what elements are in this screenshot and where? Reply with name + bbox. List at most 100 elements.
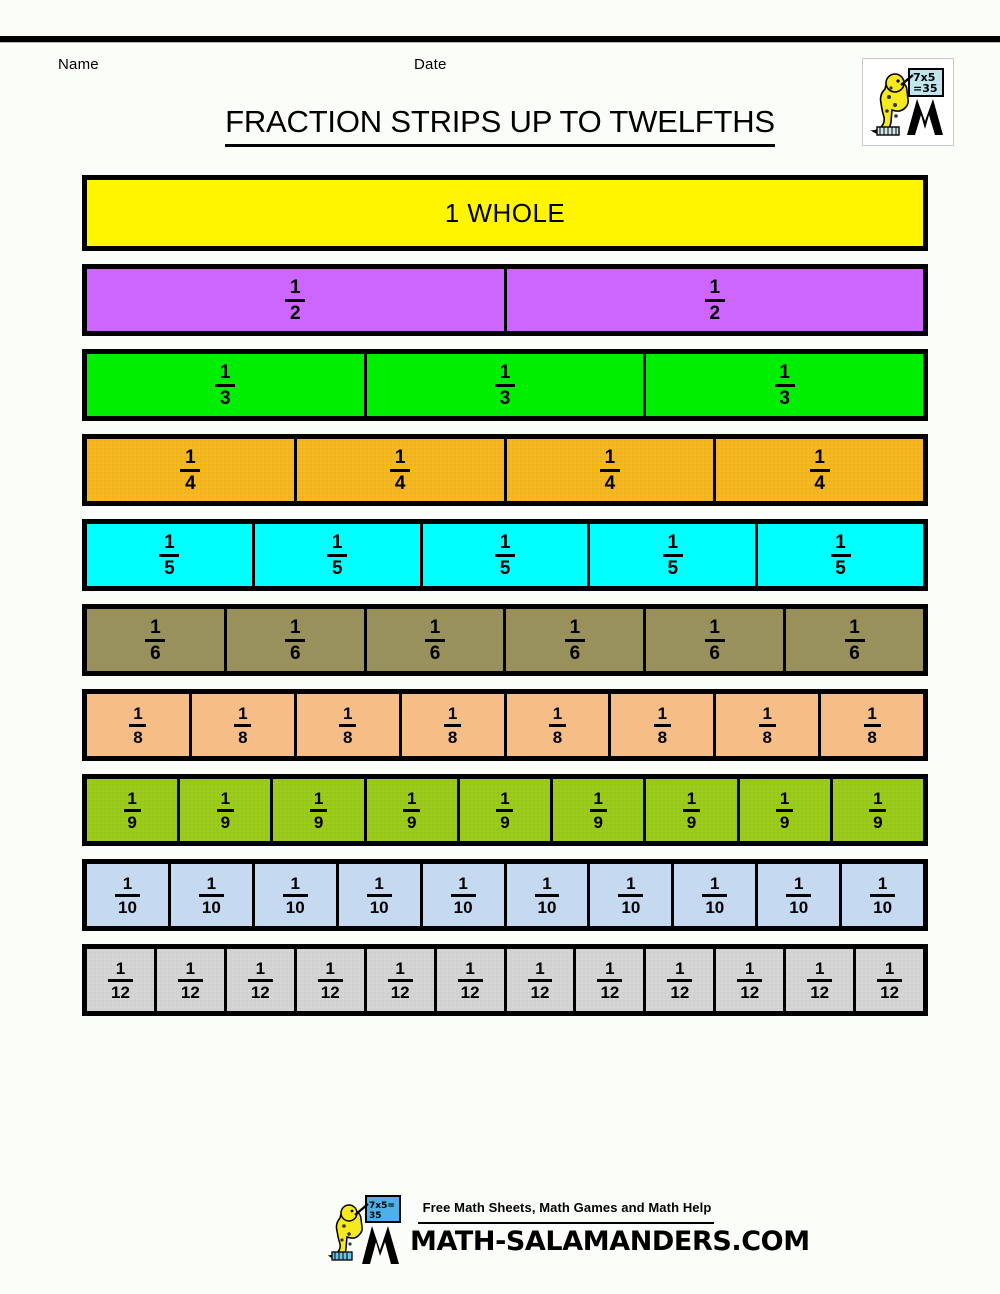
fraction-bar xyxy=(597,978,623,982)
fraction-twelfth: 1 12 xyxy=(737,960,763,1001)
strip-whole: 1 WHOLE xyxy=(82,175,928,251)
fraction-bar xyxy=(496,808,514,812)
denominator: 2 xyxy=(289,302,301,324)
denominator: 12 xyxy=(320,982,340,1002)
numerator: 1 xyxy=(675,958,685,978)
numerator: 1 xyxy=(604,446,616,468)
numerator: 1 xyxy=(884,958,895,978)
denominator: 12 xyxy=(460,982,480,1002)
footer-branding: 7x5= 35 Free Math Sheets, Math Games and… xyxy=(322,1192,810,1270)
denominator: 8 xyxy=(762,727,772,747)
fraction-bar xyxy=(425,638,446,642)
fraction-bar xyxy=(215,383,236,387)
fraction-bar xyxy=(618,893,644,897)
corner-logo: 7x5 =35 xyxy=(862,58,954,146)
fraction-tenth: 1 10 xyxy=(366,875,392,916)
numerator: 1 xyxy=(535,958,545,978)
numerator: 1 xyxy=(407,788,417,808)
fraction-bar xyxy=(704,638,725,642)
denominator: 10 xyxy=(873,897,893,917)
denominator: 5 xyxy=(164,557,175,579)
denominator: 10 xyxy=(621,897,641,917)
strip-cell: 1 12 xyxy=(786,949,857,1011)
denominator: 8 xyxy=(867,727,877,747)
strip-cell: 1 WHOLE xyxy=(87,180,923,246)
fraction-bar xyxy=(198,893,224,897)
date-label: Date xyxy=(414,56,447,73)
denominator: 4 xyxy=(814,472,825,494)
fraction-bar xyxy=(667,978,693,982)
page-title-text: FRACTION STRIPS UP TO TWELFTHS xyxy=(225,104,775,147)
denominator: 6 xyxy=(429,642,441,664)
denominator: 9 xyxy=(220,812,231,832)
fraction-bar xyxy=(662,553,683,557)
numerator: 1 xyxy=(814,958,825,978)
strip-cell: 1 10 xyxy=(422,864,507,926)
page-footer: 7x5= 35 Free Math Sheets, Math Games and… xyxy=(0,1192,1000,1272)
denominator: 9 xyxy=(873,812,883,832)
fraction-twelfth: 1 12 xyxy=(108,960,133,1001)
fraction-bar xyxy=(653,723,671,727)
fraction-bar xyxy=(123,808,141,812)
fraction-bar xyxy=(457,978,483,982)
fraction-twelfth: 1 12 xyxy=(807,958,833,1001)
denominator: 10 xyxy=(117,897,137,917)
denominator: 9 xyxy=(313,812,324,832)
fraction-tenth: 1 10 xyxy=(114,875,140,917)
fraction-twelfth: 1 12 xyxy=(457,960,483,1002)
numerator: 1 xyxy=(342,703,353,723)
strip-cell: 1 10 xyxy=(674,864,759,926)
fraction-bar xyxy=(702,893,728,897)
denominator: 6 xyxy=(150,642,161,664)
denominator: 8 xyxy=(238,727,248,747)
numerator: 1 xyxy=(779,361,790,383)
fraction-bar xyxy=(285,638,306,642)
fraction-bar xyxy=(869,808,887,812)
denominator: 3 xyxy=(779,387,790,409)
numerator: 1 xyxy=(458,873,468,893)
fraction-bar xyxy=(495,383,515,387)
fraction-bar xyxy=(450,893,476,897)
denominator: 10 xyxy=(285,897,305,917)
numerator: 1 xyxy=(395,958,405,978)
math-salamanders-footer-logo: 7x5= 35 xyxy=(322,1194,430,1266)
numerator: 1 xyxy=(394,446,406,468)
denominator: 8 xyxy=(552,727,563,747)
fraction-bar xyxy=(776,808,794,812)
whole-label: 1 WHOLE xyxy=(444,197,566,228)
fraction-tenth: 1 10 xyxy=(870,875,896,917)
denominator: 9 xyxy=(500,812,510,832)
numerator: 1 xyxy=(626,873,636,893)
fraction-bar xyxy=(129,723,147,727)
strip-cell: 1 12 xyxy=(646,949,717,1011)
numerator: 1 xyxy=(325,958,335,978)
fraction-bar xyxy=(317,978,343,982)
numerator: 1 xyxy=(331,531,343,553)
denominator: 8 xyxy=(342,727,353,747)
numerator: 1 xyxy=(667,531,679,553)
fraction-twelfth: 1 12 xyxy=(877,958,903,1001)
